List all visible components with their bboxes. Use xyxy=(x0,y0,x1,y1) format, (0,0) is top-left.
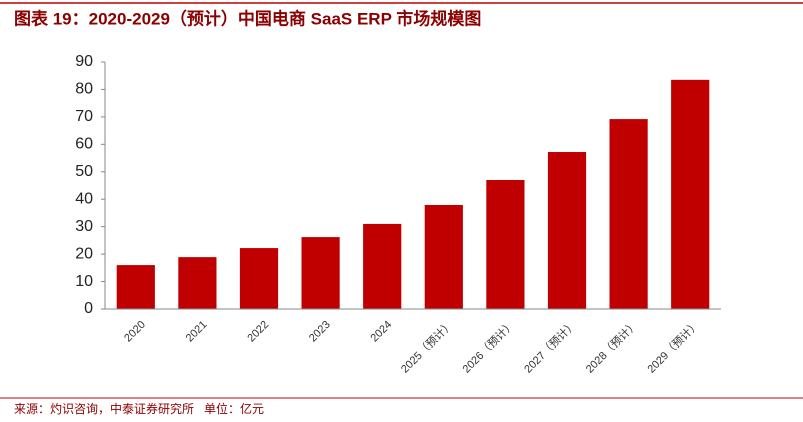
x-tick-label: 2028（预计） xyxy=(583,318,641,376)
y-tick-label: 40 xyxy=(75,190,93,207)
chart-title: 图表 19：2020-2029（预计）中国电商 SaaS ERP 市场规模图 xyxy=(14,8,481,28)
bar xyxy=(301,237,340,309)
y-tick-label: 20 xyxy=(75,245,93,262)
x-tick-label: 2024 xyxy=(369,319,395,345)
y-tick-label: 10 xyxy=(75,273,93,290)
bar xyxy=(116,265,155,309)
y-tick-label: 30 xyxy=(75,218,93,235)
bar xyxy=(239,248,279,309)
bar xyxy=(424,204,463,309)
x-tick-label: 2029（预计） xyxy=(645,318,703,376)
y-tick-label: 90 xyxy=(75,53,93,70)
y-tick-label: 0 xyxy=(84,300,93,317)
x-tick-label: 2022 xyxy=(245,319,271,345)
y-tick-label: 50 xyxy=(75,163,93,180)
y-tick-label: 70 xyxy=(75,108,93,125)
x-tick-label: 2026（预计） xyxy=(460,318,518,376)
y-tick-label: 60 xyxy=(75,136,93,153)
x-tick-label: 2027（预计） xyxy=(522,318,580,376)
x-tick-label: 2020 xyxy=(122,319,148,345)
bar xyxy=(671,79,710,309)
x-tick-label: 2023 xyxy=(307,319,333,345)
bar xyxy=(486,180,525,309)
bar xyxy=(178,257,217,309)
bar xyxy=(547,152,587,309)
y-tick-label: 80 xyxy=(75,81,93,98)
x-tick-label: 2025（预计） xyxy=(398,318,456,376)
bar xyxy=(609,119,648,309)
source-note: 来源：灼识咨询，中泰证券研究所 单位：亿元 xyxy=(14,401,264,416)
bar xyxy=(363,223,402,309)
x-tick-label: 2021 xyxy=(184,319,210,345)
